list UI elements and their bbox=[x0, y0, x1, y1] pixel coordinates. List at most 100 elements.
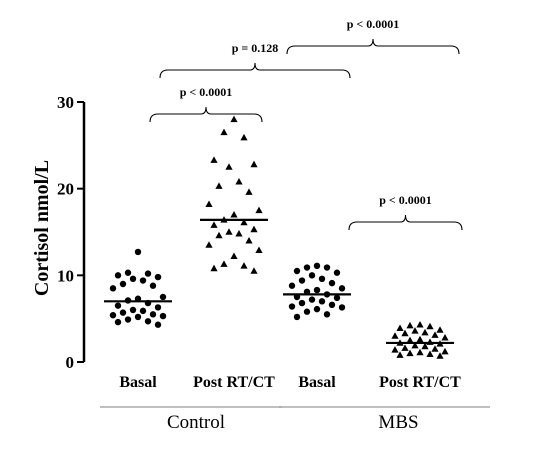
data-point-triangle bbox=[210, 264, 218, 272]
data-point-triangle bbox=[411, 327, 419, 334]
data-point-triangle bbox=[255, 206, 263, 214]
data-point-circle bbox=[298, 299, 306, 307]
data-point-triangle bbox=[426, 322, 434, 330]
x-category-label: Basal bbox=[119, 374, 157, 391]
data-point-circle bbox=[129, 306, 137, 314]
data-point-triangle bbox=[245, 188, 253, 195]
data-point-circle bbox=[119, 309, 127, 316]
data-point-triangle bbox=[441, 334, 449, 341]
data-point-circle bbox=[139, 277, 147, 284]
data-point-circle bbox=[308, 296, 316, 303]
data-point-circle bbox=[288, 282, 296, 289]
data-point-triangle bbox=[396, 324, 404, 331]
data-point-circle bbox=[144, 318, 152, 325]
data-point-circle bbox=[313, 286, 321, 294]
data-point-triangle bbox=[215, 231, 223, 239]
data-point-circle bbox=[303, 308, 311, 315]
data-point-triangle bbox=[220, 128, 228, 136]
data-point-circle bbox=[154, 304, 162, 311]
significance-bracket bbox=[348, 214, 463, 231]
data-point-circle bbox=[328, 301, 336, 308]
data-point-circle bbox=[154, 321, 162, 328]
median-lines bbox=[104, 218, 454, 345]
data-point-circle bbox=[318, 298, 326, 305]
data-point-triangle bbox=[431, 331, 439, 338]
data-point-triangle bbox=[230, 210, 238, 218]
significance-bracket bbox=[149, 106, 263, 123]
data-point-triangle bbox=[255, 246, 263, 253]
data-point-triangle bbox=[391, 332, 399, 339]
group-label: MBS bbox=[378, 412, 418, 433]
data-point-circle bbox=[114, 318, 122, 326]
p-value-label: p = 0.128 bbox=[232, 41, 279, 55]
data-point-triangle bbox=[205, 241, 213, 248]
y-axis-label: Cortisol nmol/L bbox=[31, 160, 53, 296]
data-point-circle bbox=[119, 280, 127, 288]
p-value-label: p < 0.0001 bbox=[379, 193, 432, 207]
data-point-triangle bbox=[416, 335, 424, 343]
data-point-triangle bbox=[230, 115, 238, 123]
data-point-triangle bbox=[436, 352, 444, 359]
data-point-triangle bbox=[426, 350, 434, 357]
data-point-triangle bbox=[441, 347, 449, 355]
data-point-triangle bbox=[210, 156, 218, 163]
data-point-triangle bbox=[431, 345, 439, 352]
p-value-label: p < 0.0001 bbox=[180, 85, 233, 99]
data-points bbox=[109, 115, 449, 359]
x-category-label: Post RT/CT bbox=[379, 374, 461, 391]
data-point-circle bbox=[159, 312, 167, 320]
x-tick-labels: Basal Post RT/CT Basal Post RT/CT bbox=[119, 374, 461, 391]
data-point-triangle bbox=[436, 326, 444, 333]
data-point-triangle bbox=[396, 351, 404, 358]
data-point-triangle bbox=[401, 344, 409, 351]
data-point-triangle bbox=[235, 178, 243, 185]
significance-bracket bbox=[286, 38, 460, 55]
data-point-circle bbox=[323, 264, 331, 271]
data-point-circle bbox=[109, 312, 117, 319]
data-point-triangle bbox=[421, 328, 429, 336]
data-point-circle bbox=[114, 272, 122, 279]
data-point-triangle bbox=[225, 163, 233, 170]
y-tick-label: 10 bbox=[57, 266, 74, 285]
data-point-triangle bbox=[240, 133, 248, 141]
p-value-label: p < 0.0001 bbox=[347, 17, 400, 31]
significance-bracket bbox=[159, 62, 351, 79]
data-point-circle bbox=[124, 316, 132, 323]
data-point-triangle bbox=[245, 236, 253, 244]
data-point-triangle bbox=[240, 218, 248, 226]
x-category-label: Post RT/CT bbox=[193, 374, 275, 391]
data-point-circle bbox=[328, 279, 336, 287]
data-point-triangle bbox=[210, 221, 218, 228]
data-point-circle bbox=[159, 293, 167, 301]
y-axis: 0 10 20 30 bbox=[57, 93, 86, 372]
data-point-circle bbox=[333, 294, 341, 302]
data-point-circle bbox=[288, 303, 296, 310]
data-point-triangle bbox=[240, 262, 248, 269]
data-point-triangle bbox=[406, 336, 414, 344]
data-point-circle bbox=[149, 282, 157, 289]
group-labels: Control MBS bbox=[100, 406, 490, 433]
data-point-triangle bbox=[411, 341, 419, 349]
data-point-circle bbox=[303, 264, 311, 271]
group-label: Control bbox=[167, 412, 225, 433]
data-point-triangle bbox=[391, 346, 399, 353]
data-point-circle bbox=[293, 267, 301, 275]
data-point-circle bbox=[124, 269, 132, 276]
data-point-triangle bbox=[406, 321, 414, 329]
data-point-triangle bbox=[401, 329, 409, 337]
data-point-circle bbox=[308, 272, 316, 279]
data-point-circle bbox=[149, 311, 157, 318]
data-point-triangle bbox=[250, 267, 258, 274]
data-point-circle bbox=[129, 275, 137, 282]
data-point-triangle bbox=[220, 260, 228, 267]
data-point-triangle bbox=[205, 200, 213, 208]
data-point-triangle bbox=[225, 228, 233, 235]
data-point-triangle bbox=[250, 225, 258, 233]
data-point-triangle bbox=[421, 342, 429, 350]
data-point-triangle bbox=[235, 230, 243, 237]
data-point-circle bbox=[318, 275, 326, 282]
data-point-circle bbox=[338, 304, 346, 311]
y-tick-label: 20 bbox=[57, 180, 74, 199]
data-point-circle bbox=[338, 285, 346, 292]
